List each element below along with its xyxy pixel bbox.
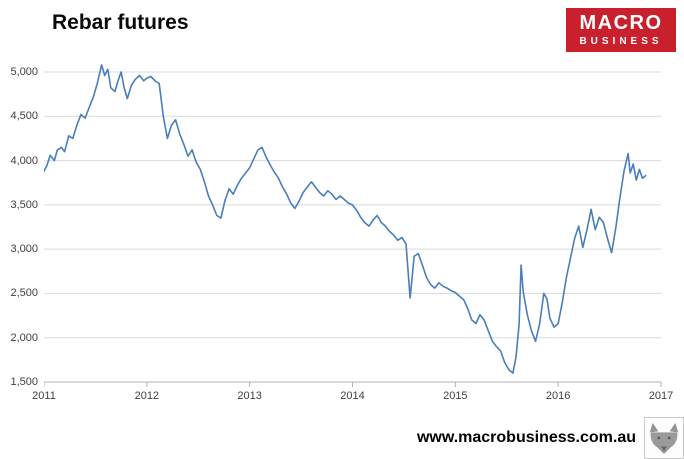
x-axis-label: 2011 bbox=[32, 390, 56, 402]
logo-text-macro: MACRO bbox=[579, 12, 663, 34]
y-axis-label: 1,500 bbox=[10, 376, 38, 388]
x-axis-label: 2015 bbox=[443, 390, 468, 402]
x-axis-label: 2012 bbox=[134, 390, 160, 402]
x-axis-label: 2017 bbox=[648, 390, 674, 402]
y-axis-label: 4,000 bbox=[10, 154, 38, 167]
chart-plot bbox=[44, 64, 662, 387]
y-axis-label: 5,000 bbox=[10, 66, 38, 78]
logo-text-business: BUSINESS bbox=[579, 36, 663, 47]
y-axis-label: 3,000 bbox=[10, 243, 38, 256]
logo: MACRO BUSINESS bbox=[566, 8, 676, 52]
y-axis-label: 4,500 bbox=[10, 110, 38, 123]
y-axis-label: 3,500 bbox=[10, 198, 38, 211]
footer-url: www.macrobusiness.com.au bbox=[416, 429, 636, 446]
y-axis-label: 2,000 bbox=[10, 331, 38, 344]
x-axis-label: 2016 bbox=[545, 390, 571, 402]
wolf-logo-box bbox=[644, 417, 684, 459]
chart-area: 1,500 2,000 2,500 3,000 3,500 4,000 4,500 5,000… bbox=[0, 60, 684, 410]
x-axis-label: 2014 bbox=[340, 390, 365, 402]
chart-title: Rebar futures bbox=[52, 11, 189, 34]
y-axis-label: 2,500 bbox=[10, 287, 38, 300]
x-axis-label: 2013 bbox=[237, 390, 262, 402]
wolf-icon bbox=[649, 422, 679, 455]
series-line bbox=[44, 64, 647, 374]
